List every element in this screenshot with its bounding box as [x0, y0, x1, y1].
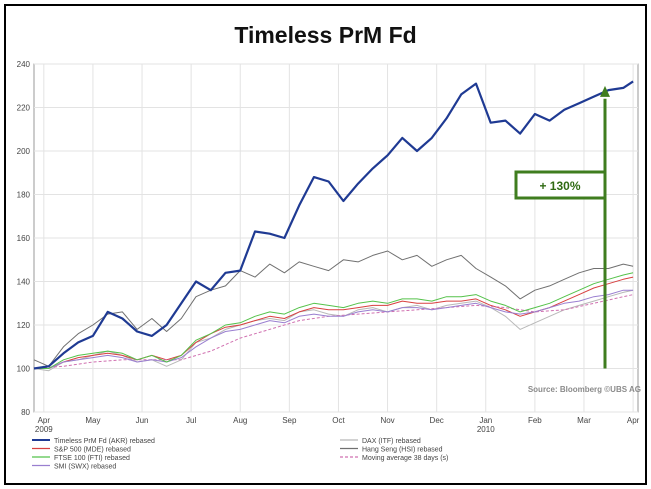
legend-label: Hang Seng (HSI) rebased: [362, 447, 443, 454]
x-tick-year: 2009: [35, 425, 53, 434]
x-tick-label: Apr: [38, 416, 51, 425]
series-line: [33, 80, 634, 370]
y-tick-label: 160: [17, 234, 31, 243]
y-tick-label: 240: [17, 60, 31, 69]
series-line: [34, 272, 634, 369]
x-tick-label: Feb: [528, 416, 542, 425]
annotation-box: [514, 170, 607, 200]
x-tick-label: Mar: [577, 416, 591, 425]
y-tick-label: 120: [17, 321, 31, 330]
series-line: [33, 250, 634, 367]
y-tick-label: 220: [17, 104, 31, 113]
annotation-group: + 130%: [514, 85, 610, 369]
x-tick-label: Sep: [282, 416, 297, 425]
legend: Timeless PrM Fd (AKR) rebased DAX (ITF) r…: [32, 438, 448, 471]
x-tick-label: Jul: [186, 416, 196, 425]
series-line: [34, 289, 634, 369]
legend-label: Moving average 38 days (s): [362, 455, 448, 462]
y-tick-label: 180: [17, 191, 31, 200]
chart-title: Timeless PrM Fd: [234, 22, 417, 48]
series-group: [33, 80, 634, 372]
growth-arrow-head: [600, 85, 610, 97]
legend-label: FTSE 100 (FTI) rebased: [54, 455, 130, 462]
x-tick-label: Jan: [479, 416, 492, 425]
x-tick-label: May: [85, 416, 100, 425]
y-axis: 80 100 120 140 160 180 200 220 240: [17, 60, 31, 417]
legend-label: SMI (SWX) rebased: [54, 464, 116, 471]
source-note: Source: Bloomberg ©UBS AG: [528, 385, 641, 394]
x-tick-label: Apr: [627, 416, 640, 425]
x-tick-label: Oct: [332, 416, 345, 425]
x-tick-label: Aug: [233, 416, 247, 425]
y-tick-label: 200: [17, 147, 31, 156]
annotation-label: + 130%: [539, 179, 580, 193]
legend-label: Timeless PrM Fd (AKR) rebased: [54, 438, 155, 445]
grid: [33, 63, 639, 413]
y-tick-label: 80: [21, 408, 30, 417]
x-tick-year: 2010: [477, 425, 495, 434]
legend-label: DAX (ITF) rebased: [362, 438, 421, 445]
x-tick-label: Dec: [430, 416, 444, 425]
y-tick-label: 140: [17, 278, 31, 287]
series-line: [33, 294, 634, 369]
legend-label: S&P 500 (MDE) rebased: [54, 447, 131, 454]
y-tick-label: 100: [17, 365, 31, 374]
x-tick-label: Nov: [380, 416, 394, 425]
x-tick-label: Jun: [136, 416, 149, 425]
